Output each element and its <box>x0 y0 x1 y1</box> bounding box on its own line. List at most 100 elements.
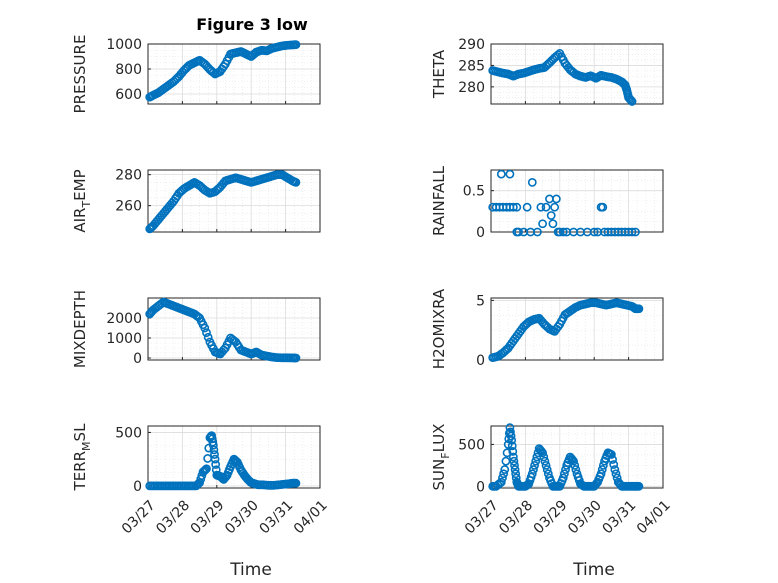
data-point <box>208 440 218 450</box>
x-tick-label: 03/27 <box>119 497 159 537</box>
data-point <box>540 456 550 466</box>
y-label-sub: T <box>80 201 93 209</box>
data-point <box>508 452 518 462</box>
data-point <box>546 211 556 220</box>
data-point <box>510 460 519 470</box>
y-tick-label: 0 <box>133 351 142 367</box>
data-point <box>625 94 635 104</box>
data-point <box>500 465 510 474</box>
data-point <box>202 328 211 338</box>
data-point <box>571 465 581 474</box>
data-point <box>522 202 532 212</box>
x-axis-label-right: Time <box>572 560 615 580</box>
data-point <box>505 423 515 433</box>
data-point <box>527 469 537 479</box>
y-tick-label: 0 <box>476 225 485 241</box>
y-tick-label: 600 <box>115 87 142 103</box>
y-axis-label: SUNFLUX <box>430 424 452 491</box>
data-point <box>291 177 301 187</box>
y-tick-label: 1000 <box>106 37 142 53</box>
data-point <box>596 469 606 479</box>
data-point <box>548 219 558 229</box>
panel-rainfall: 0 0.5 RAINFALL <box>430 165 664 241</box>
data-point <box>496 477 506 487</box>
data-point <box>221 472 231 481</box>
y-axis-label: MIXDEPTH <box>71 290 89 368</box>
data-point <box>209 445 219 455</box>
data-point <box>507 435 517 445</box>
y-axis-label: PRESSURE <box>71 35 89 114</box>
data-point <box>541 202 551 212</box>
panel-theta: 280 285 290 THETA <box>430 37 664 106</box>
data-point <box>634 304 644 314</box>
data-point <box>538 448 547 458</box>
data-point <box>210 454 220 464</box>
data-point <box>508 202 518 212</box>
data-point <box>533 227 542 237</box>
data-point <box>631 227 640 237</box>
x-tick-label: 04/01 <box>291 497 331 537</box>
y-tick-label: 2000 <box>106 311 142 327</box>
data-point <box>203 332 213 342</box>
data-point <box>539 452 549 462</box>
data-point <box>558 227 568 237</box>
x-tick-label: 03/27 <box>462 497 502 537</box>
y-label-rest: SL <box>71 423 89 442</box>
y-label-main: TERR <box>71 451 89 492</box>
y-label-sub: M <box>80 441 93 451</box>
data-point <box>529 465 538 474</box>
data-point <box>202 464 211 474</box>
data-point <box>514 227 523 237</box>
data-point <box>505 169 515 179</box>
data-point <box>627 97 637 106</box>
x-tick-label: 03/31 <box>256 497 296 537</box>
y-label-rest: LUX <box>430 424 448 453</box>
x-tick-label: 03/30 <box>222 497 262 537</box>
data-point <box>541 460 551 470</box>
y-axis-label: TERRMSL <box>71 423 93 492</box>
data-point <box>609 460 619 469</box>
axes-frame <box>147 425 321 489</box>
axes-frame <box>490 297 664 361</box>
y-tick-label: 280 <box>458 80 485 96</box>
data-point <box>510 465 520 474</box>
y-tick-label: 285 <box>458 58 485 74</box>
data-point <box>527 177 537 187</box>
data-point <box>531 456 541 466</box>
y-tick-label: 5 <box>476 293 485 309</box>
data-point <box>607 450 616 459</box>
data-point <box>496 169 506 179</box>
y-tick-label: 500 <box>458 437 485 453</box>
y-label-sub: F <box>439 452 452 458</box>
y-axis-label: AIRTEMP <box>71 169 93 232</box>
x-tick-label: 03/28 <box>496 497 536 537</box>
axes-frame <box>147 169 321 233</box>
panel-pressure: 600 800 1000 PRESSURE <box>71 35 321 114</box>
data-point <box>550 202 560 212</box>
data-point <box>502 448 512 458</box>
y-label-rest: EMP <box>71 169 89 200</box>
y-label-main: SUN <box>430 459 448 491</box>
x-tick-label: 03/31 <box>599 497 639 537</box>
data-point <box>530 460 539 470</box>
y-tick-label: 0.5 <box>463 184 485 200</box>
data-point <box>511 469 521 479</box>
data-point <box>200 465 210 475</box>
data-point <box>598 202 608 212</box>
y-tick-label: 0 <box>476 479 485 495</box>
data-point <box>634 481 644 491</box>
data-point <box>498 473 507 483</box>
x-tick-label: 03/29 <box>531 497 571 537</box>
data-point <box>506 427 515 437</box>
x-axis-label-left: Time <box>229 560 272 580</box>
y-tick-label: 800 <box>115 62 142 78</box>
panel-mixdepth: 0 1000 2000 MIXDEPTH <box>71 290 321 368</box>
y-tick-label: 1000 <box>106 331 142 347</box>
figure-title: Figure 3 low <box>196 15 308 34</box>
data-point <box>508 447 518 456</box>
x-tick-label: 03/28 <box>153 497 193 537</box>
panel-air_temp: 260 280 AIRTEMP <box>71 168 321 234</box>
y-axis-label: H2OMIXRA <box>430 288 448 369</box>
